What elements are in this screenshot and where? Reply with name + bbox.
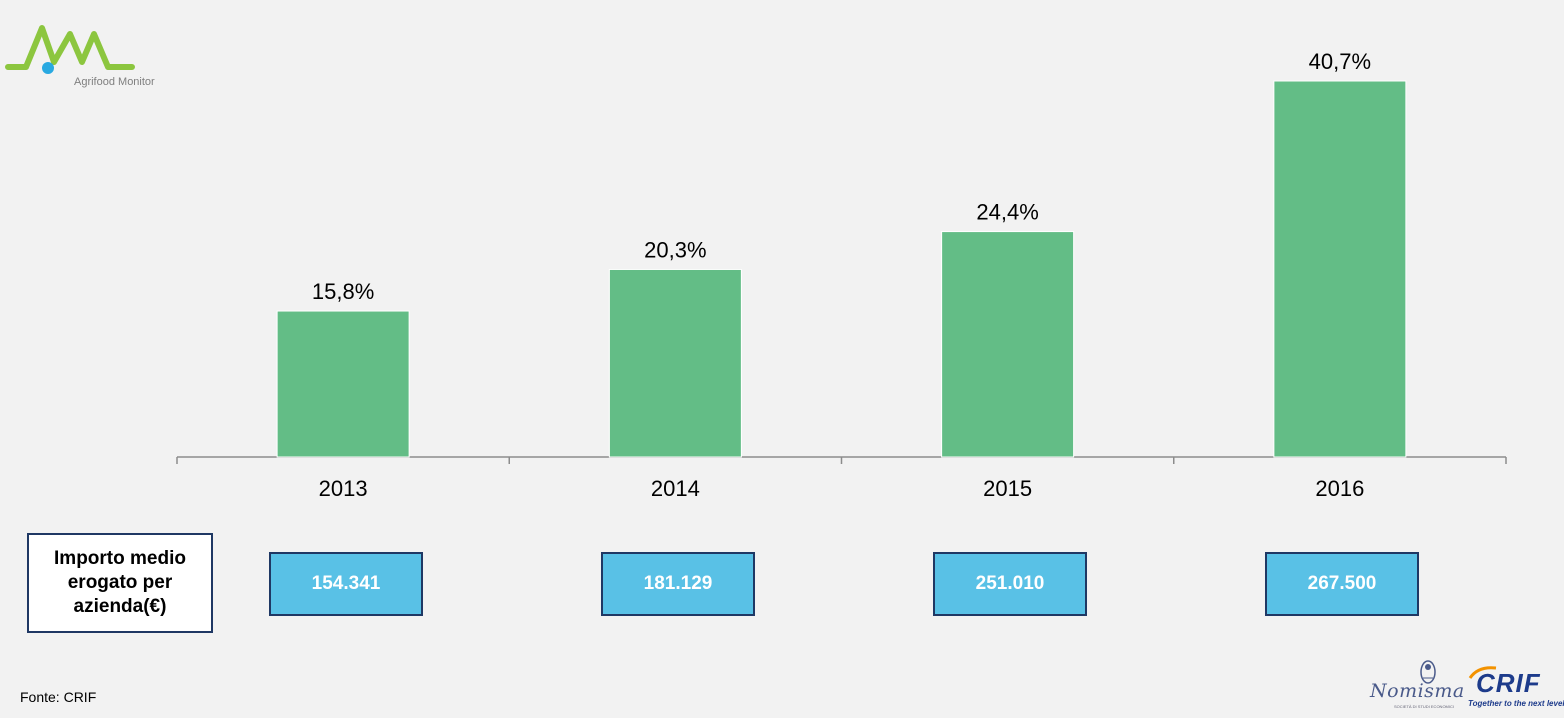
bar-chart: 15,8% 2013 20,3% 2014 24,4% 2015 40,7% 2016 [176,49,1507,501]
bar-2016 [1273,80,1407,458]
source-note: Fonte: CRIF [20,689,97,705]
crif-logo: CRIF Together to the next level [1464,664,1564,714]
logo-brand-text: Agrifood Monitor [74,76,155,88]
crif-wordmark: CRIF [1476,668,1541,698]
data-label-2014: 20,3% [644,237,706,262]
agrifood-monitor-logo: Agrifood Monitor [4,22,174,94]
nomisma-subtitle: SOCIETÀ DI STUDI ECONOMICI [1394,704,1455,709]
bar-2013 [276,310,410,458]
x-tick-label-2015: 2015 [983,476,1032,501]
importo-value-2014: 181.129 [601,552,755,616]
nomisma-logo: Nomisma SOCIETÀ DI STUDI ECONOMICI [1368,658,1464,716]
importo-medio-label: Importo medio erogato per azienda(€) [27,533,213,633]
x-tick-label-2014: 2014 [651,476,700,501]
crif-tagline: Together to the next level [1468,699,1564,708]
bar-2014 [608,268,742,458]
x-tick-label-2013: 2013 [319,476,368,501]
nomisma-wordmark: Nomisma [1370,680,1465,702]
data-label-2015: 24,4% [976,200,1038,225]
nomisma-emblem-icon [1420,660,1436,684]
bar-2015 [941,231,1075,458]
agrifood-logo-mark-icon [5,25,135,74]
data-label-2013: 15,8% [312,279,374,304]
importo-value-2016: 267.500 [1265,552,1419,616]
importo-value-2013: 154.341 [269,552,423,616]
importo-value-2015: 251.010 [933,552,1087,616]
data-label-2016: 40,7% [1309,49,1371,74]
x-tick-label-2016: 2016 [1315,476,1364,501]
crif-swoosh-icon [1468,666,1497,679]
